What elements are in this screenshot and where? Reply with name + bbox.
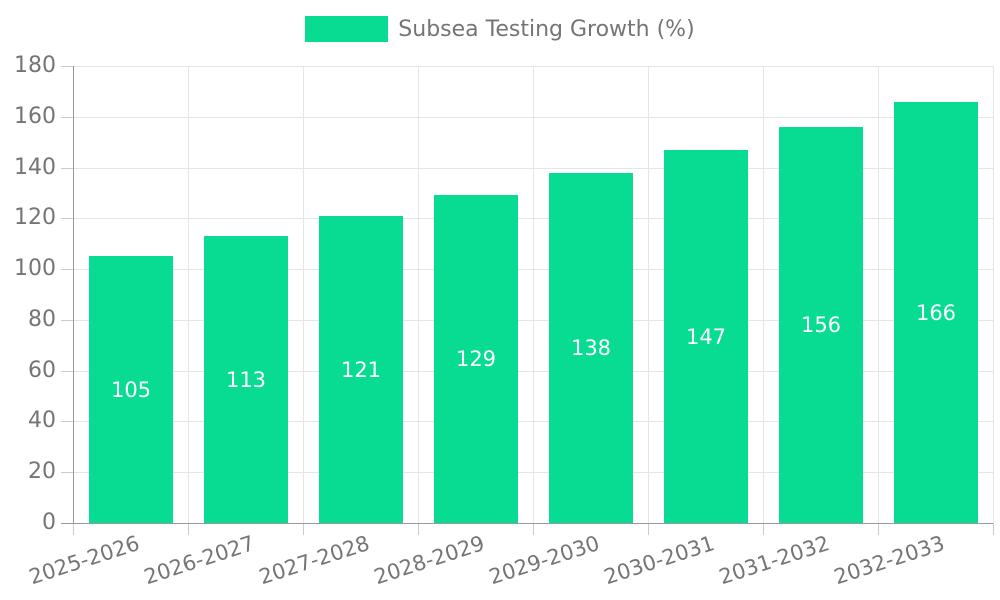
y-axis-tick xyxy=(61,168,73,169)
x-axis-tick xyxy=(763,523,764,535)
x-axis-tick xyxy=(303,523,304,535)
y-axis-label: 60 xyxy=(28,358,56,383)
bar-value-label: 129 xyxy=(455,347,497,371)
y-axis-label: 40 xyxy=(28,408,56,433)
x-axis-tick xyxy=(533,523,534,535)
y-axis-label: 20 xyxy=(28,459,56,484)
bar[interactable]: 138 xyxy=(549,173,633,523)
y-axis-tick xyxy=(61,371,73,372)
bar-value-label: 166 xyxy=(915,300,957,325)
y-axis-tick xyxy=(61,117,73,118)
x-axis-tick xyxy=(993,523,994,535)
y-axis-tick xyxy=(61,269,73,270)
y-axis-label: 180 xyxy=(14,53,56,78)
bar[interactable]: 113 xyxy=(204,236,288,523)
y-axis-label: 140 xyxy=(14,155,56,180)
y-axis-label: 80 xyxy=(28,307,56,332)
x-axis-tick xyxy=(418,523,419,535)
bar[interactable]: 156 xyxy=(779,127,863,523)
bar-value-label: 113 xyxy=(225,367,267,392)
x-gridline xyxy=(763,66,764,523)
x-gridline xyxy=(533,66,534,523)
y-axis-tick xyxy=(61,66,73,67)
x-axis-tick xyxy=(878,523,879,535)
x-gridline xyxy=(993,66,994,523)
bar[interactable]: 129 xyxy=(434,195,518,523)
bar-value-label: 156 xyxy=(800,313,842,337)
legend[interactable]: Subsea Testing Growth (%) xyxy=(0,16,1000,42)
x-gridline xyxy=(648,66,649,523)
x-gridline xyxy=(303,66,304,523)
x-gridline xyxy=(188,66,189,523)
y-axis-label: 0 xyxy=(42,510,56,535)
y-axis-tick xyxy=(61,218,73,219)
x-axis-tick xyxy=(73,523,74,535)
legend-label: Subsea Testing Growth (%) xyxy=(398,16,695,42)
y-axis-label: 120 xyxy=(14,205,56,230)
bar-value-label: 121 xyxy=(340,357,382,382)
y-axis-label: 100 xyxy=(14,256,56,281)
y-axis-label: 160 xyxy=(14,104,56,129)
y-axis-line xyxy=(73,66,74,523)
bar-value-label: 138 xyxy=(570,336,612,360)
bar[interactable]: 147 xyxy=(664,150,748,523)
legend-swatch xyxy=(305,16,389,42)
y-axis-tick xyxy=(61,472,73,473)
bar[interactable]: 166 xyxy=(894,102,978,523)
y-axis-tick xyxy=(61,421,73,422)
bar[interactable]: 121 xyxy=(319,216,403,523)
x-axis-tick xyxy=(648,523,649,535)
x-gridline xyxy=(878,66,879,523)
x-axis-line xyxy=(61,523,993,524)
x-axis-tick xyxy=(188,523,189,535)
y-axis-tick xyxy=(61,320,73,321)
bar-value-label: 147 xyxy=(685,324,727,349)
bar-value-label: 105 xyxy=(110,377,152,402)
bar[interactable]: 105 xyxy=(89,256,173,523)
x-gridline xyxy=(418,66,419,523)
